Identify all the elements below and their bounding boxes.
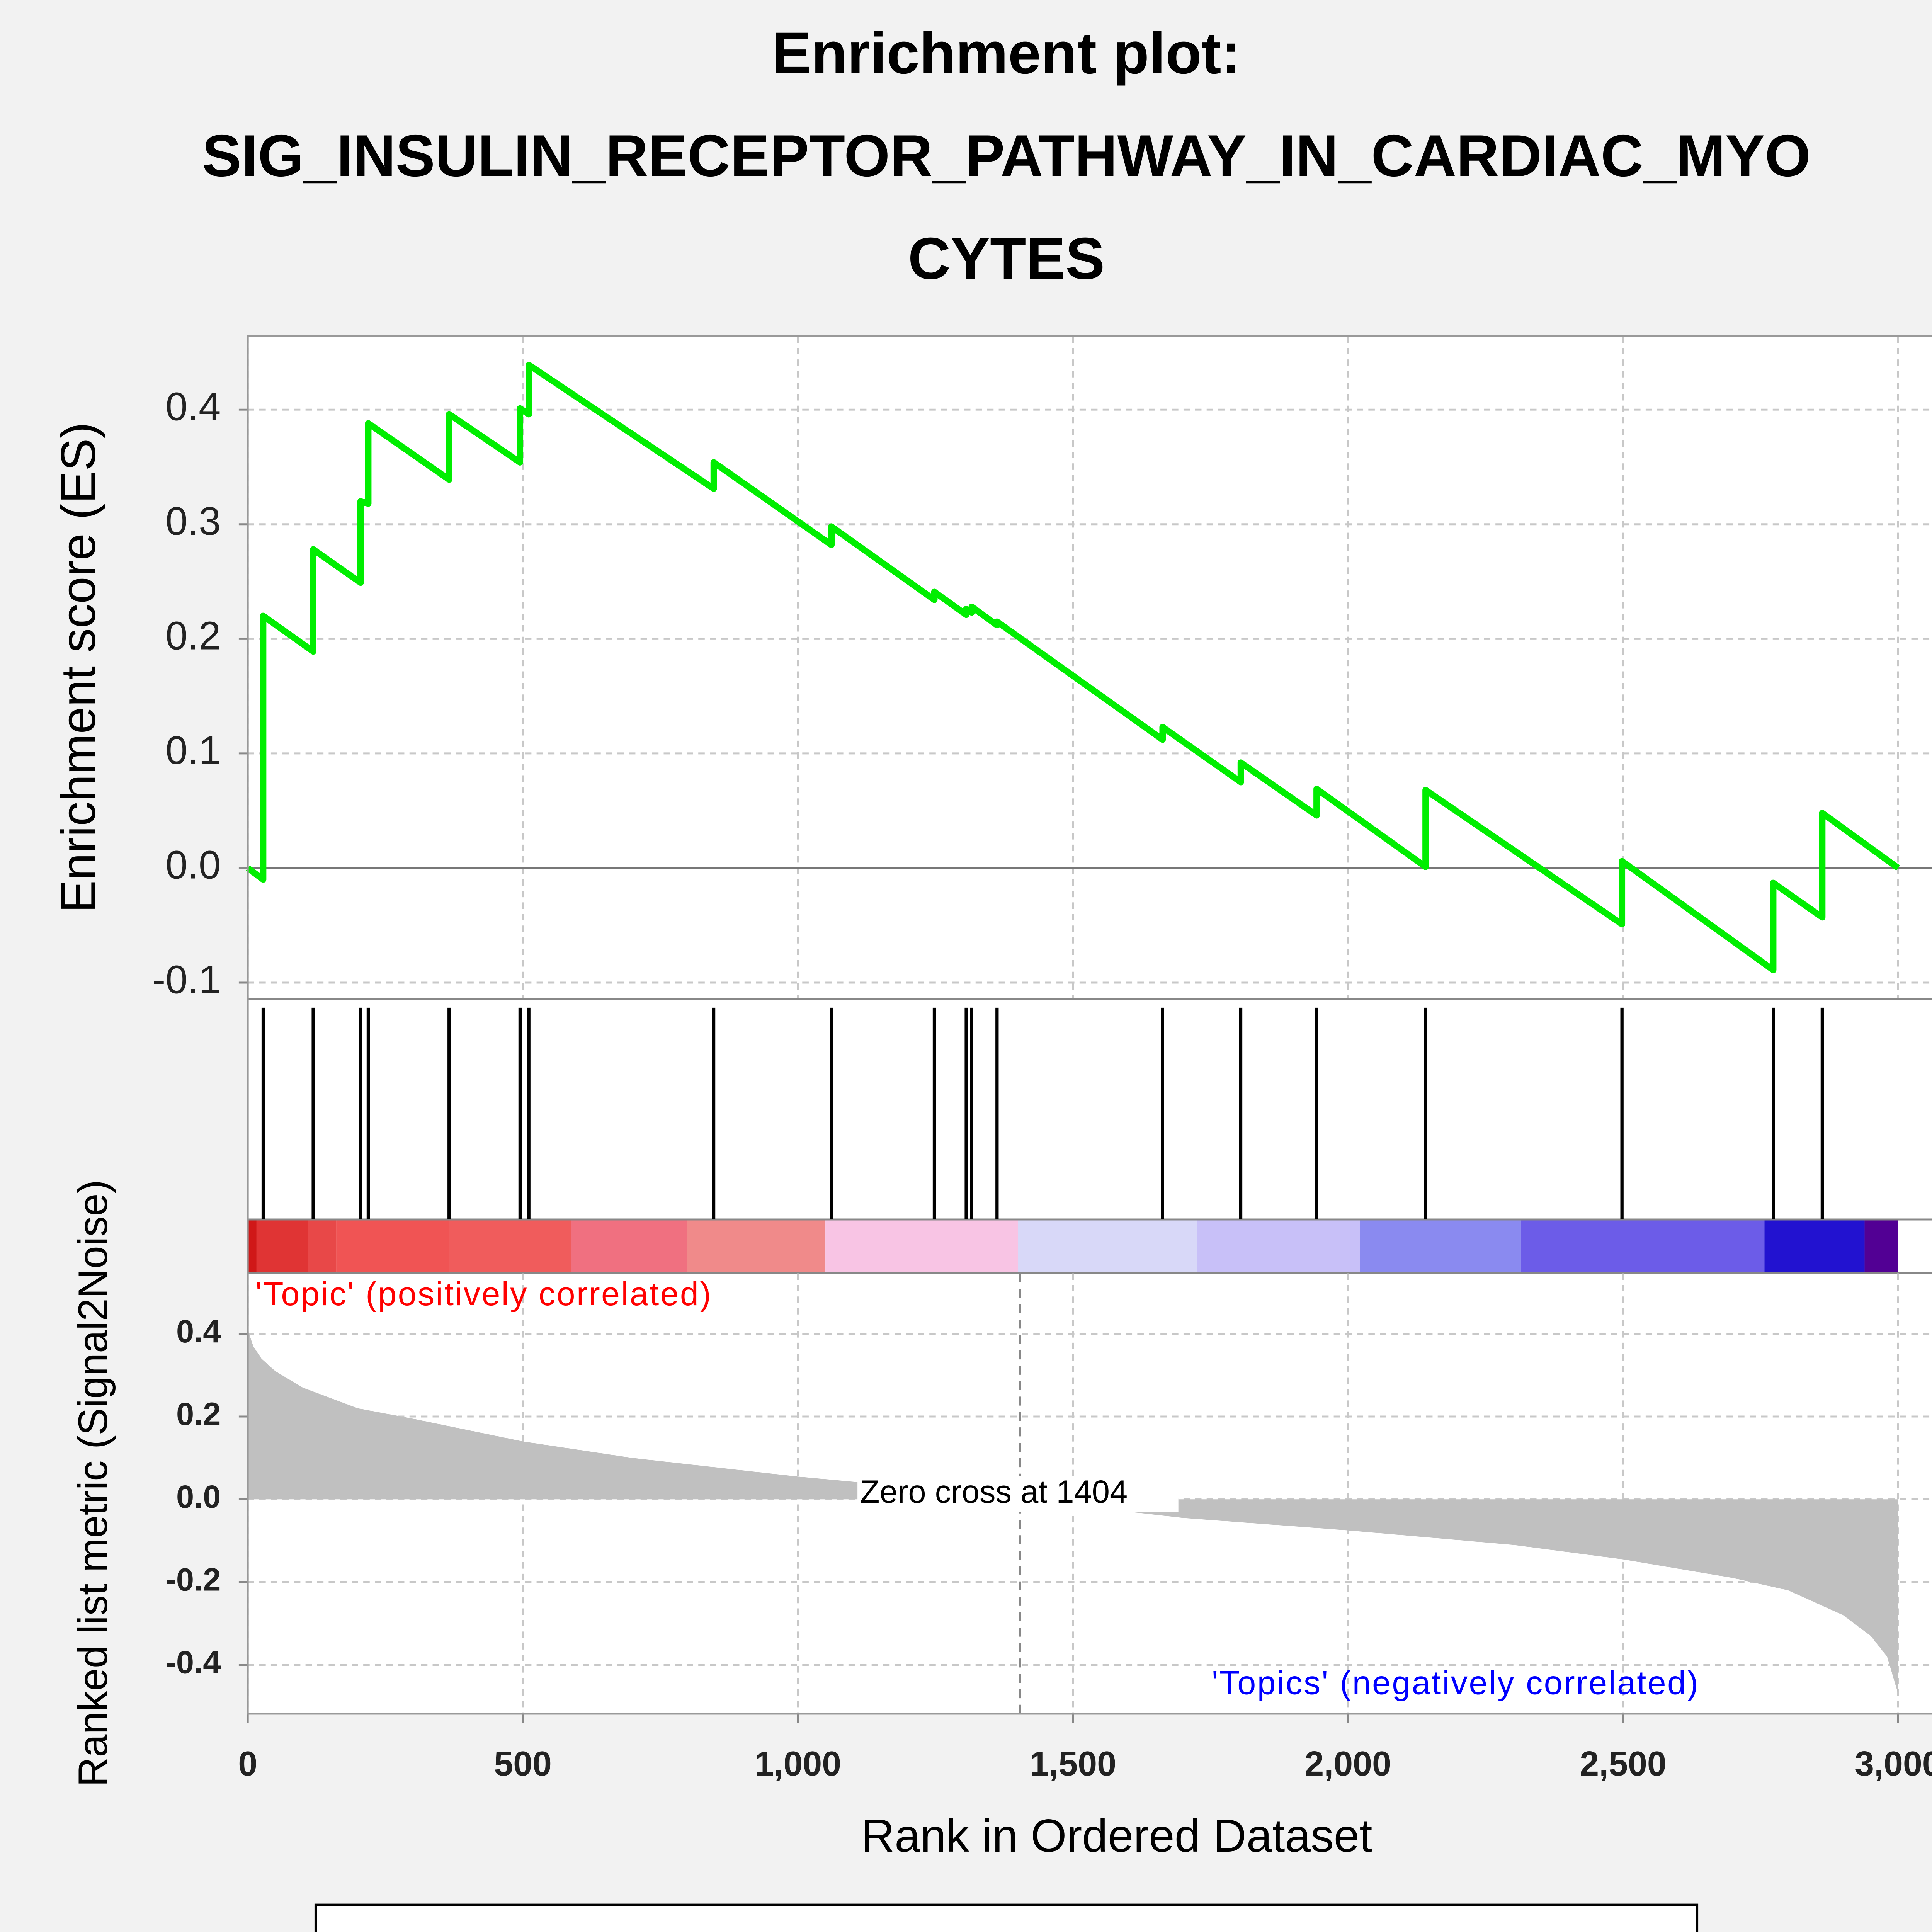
plot-border <box>247 335 1932 1715</box>
y-tick-label: -0.4 <box>165 1645 221 1680</box>
es-line <box>246 362 1900 973</box>
legend-label: Enrichment profile <box>404 1925 766 1932</box>
annotation: 'Topic' (positively correlated) <box>255 1276 712 1313</box>
x-tick-label: 2,000 <box>1304 1745 1391 1783</box>
x-tick-label: 500 <box>494 1745 552 1783</box>
color-bar-segment <box>1197 1219 1360 1274</box>
x-tick-label: 0 <box>238 1745 257 1783</box>
y-tick-label: 0.4 <box>176 1313 221 1349</box>
legend-label: Hits <box>902 1925 980 1932</box>
metric-area <box>248 1329 1898 1694</box>
color-bar-segment <box>1360 1219 1521 1274</box>
color-bar-segment <box>308 1219 337 1274</box>
color-bar-segment <box>256 1219 308 1274</box>
y-tick-label: 0.1 <box>165 728 221 772</box>
color-bar-segment <box>571 1219 687 1274</box>
y-tick-label: 0.3 <box>165 499 221 543</box>
legend-box <box>314 1903 1699 1932</box>
y-tick-label: 0.4 <box>165 384 221 429</box>
color-bar-segment <box>248 1219 257 1274</box>
color-bar-segment <box>1018 1219 1197 1274</box>
color-bar-segment <box>687 1219 826 1274</box>
legend-label: Ranking metric scores <box>1184 1925 1628 1932</box>
annotation: Zero cross at 1404 <box>860 1474 1128 1510</box>
y-tick-label: 0.0 <box>176 1479 221 1515</box>
y-tick-label: -0.1 <box>152 957 221 1002</box>
color-bar-segment <box>825 1219 1018 1274</box>
color-bar-segment <box>449 1219 571 1274</box>
y-axis-label: Enrichment score (ES) <box>51 422 105 913</box>
x-tick-label: 1,000 <box>755 1745 841 1783</box>
chart-title: CYTES <box>908 226 1105 291</box>
color-bar-segment <box>1520 1219 1765 1274</box>
color-bar-segment <box>336 1219 449 1274</box>
x-axis-label: Rank in Ordered Dataset <box>861 1810 1372 1862</box>
chart-title: Enrichment plot: <box>772 20 1241 86</box>
y-tick-label: -0.2 <box>165 1561 221 1597</box>
chart-title: SIG_INSULIN_RECEPTOR_PATHWAY_IN_CARDIAC_… <box>202 123 1811 189</box>
y-axis-label: Ranked list metric (Signal2Noise) <box>70 1180 116 1787</box>
x-tick-label: 3,000 <box>1855 1745 1932 1783</box>
x-tick-label: 2,500 <box>1580 1745 1666 1783</box>
annotation-bg <box>857 1476 1179 1512</box>
annotation: 'Topics' (negatively correlated) <box>1212 1665 1699 1702</box>
y-tick-label: 0.2 <box>176 1396 221 1432</box>
x-tick-label: 1,500 <box>1030 1745 1116 1783</box>
color-bar-segment <box>1864 1219 1898 1274</box>
y-tick-label: 0.2 <box>165 614 221 658</box>
y-tick-label: 0.0 <box>165 843 221 887</box>
color-bar-segment <box>1764 1219 1865 1274</box>
